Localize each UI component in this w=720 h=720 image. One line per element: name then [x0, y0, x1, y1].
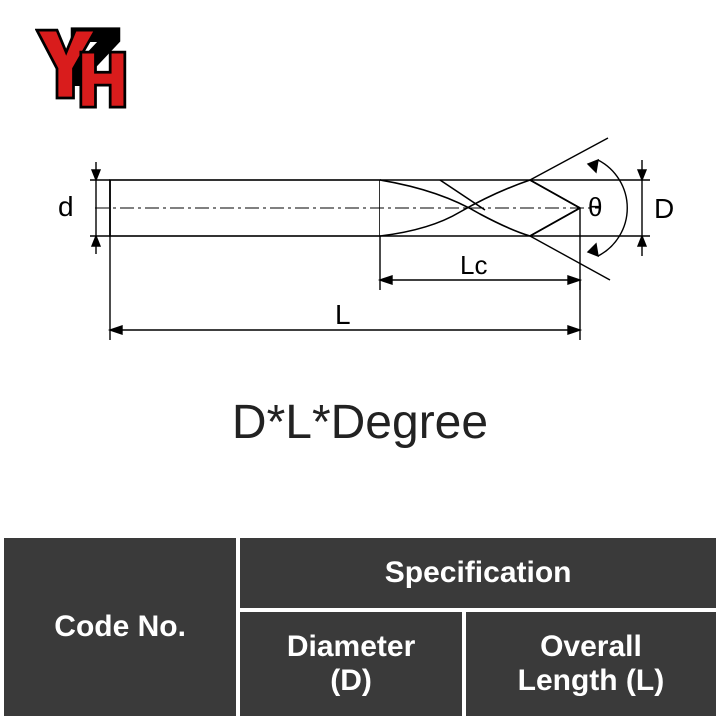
overall-label: Overall	[540, 630, 642, 663]
spec-table: Code No. Specification Diameter (D) Over…	[0, 534, 720, 720]
overall-sub: Length (L)	[518, 664, 665, 697]
label-D-big: D	[654, 193, 674, 224]
code-no-label: Code No.	[54, 610, 186, 643]
cell-code-no: Code No.	[2, 536, 238, 718]
label-L: L	[335, 299, 351, 330]
label-Lc: Lc	[460, 250, 487, 280]
cell-diameter: Diameter (D)	[238, 610, 464, 718]
drill-diagram: d D θ Lc	[40, 130, 680, 370]
specification-label: Specification	[385, 556, 572, 589]
brand-logo	[35, 25, 145, 115]
diameter-label: Diameter	[287, 630, 415, 663]
cell-overall: Overall Length (L)	[464, 610, 718, 718]
label-theta: θ	[588, 192, 602, 222]
label-d-small: d	[58, 191, 74, 222]
cell-specification: Specification	[238, 536, 718, 610]
formula-text: D*L*Degree	[0, 395, 720, 450]
diameter-sub: (D)	[330, 664, 372, 697]
